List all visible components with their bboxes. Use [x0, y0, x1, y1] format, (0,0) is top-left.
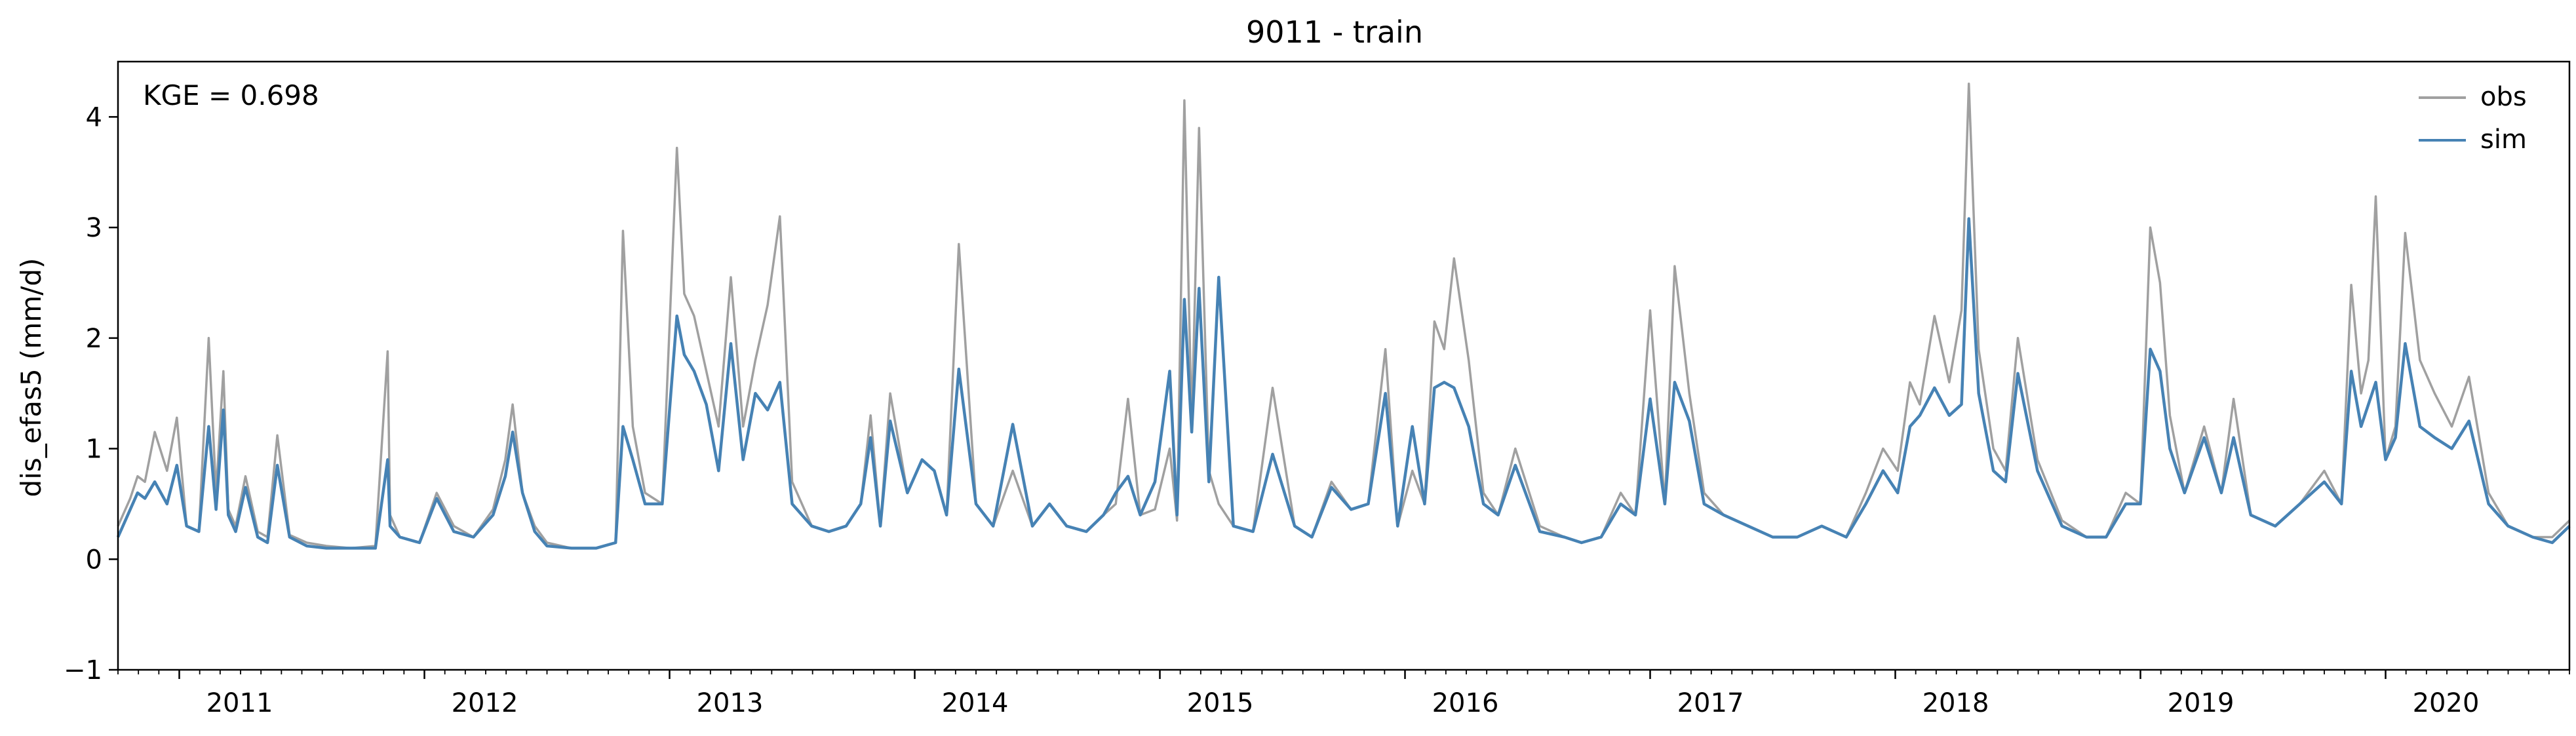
axes-layer: −1 0 1 2 3 4 2011 2012 2013 2014 2015 2016 2017 2018 2…	[64, 60, 2571, 718]
x-tick-label: 2018	[1922, 688, 1989, 718]
y-tick-label: 0	[86, 545, 102, 575]
x-tick-label: 2013	[697, 688, 764, 718]
legend-label-obs: obs	[2480, 82, 2527, 112]
y-tick-label: 3	[86, 213, 102, 243]
x-tick-label: 2019	[2168, 688, 2234, 718]
y-tick-label: −1	[64, 655, 102, 686]
x-tick-label: 2016	[1432, 688, 1499, 718]
series-layer	[116, 82, 2571, 550]
x-tick-label: 2014	[942, 688, 1009, 718]
y-tick-label: 4	[86, 102, 102, 132]
legend-label-sim: sim	[2480, 125, 2527, 155]
x-tick-label: 2020	[2413, 688, 2480, 718]
y-axis-label: dis_efas5 (mm/d)	[15, 258, 47, 497]
series-line-sim	[116, 217, 2571, 550]
y-tick-label: 1	[86, 435, 102, 465]
chart-title: 9011 - train	[1246, 14, 1423, 50]
kge-annotation: KGE = 0.698	[143, 79, 319, 111]
y-tick-label: 2	[86, 324, 102, 354]
legend: obs sim	[2419, 82, 2527, 155]
x-tick-label: 2017	[1677, 688, 1744, 718]
x-tick-label: 2012	[452, 688, 518, 718]
x-tick-label: 2015	[1187, 688, 1254, 718]
x-tick-label: 2011	[206, 688, 273, 718]
